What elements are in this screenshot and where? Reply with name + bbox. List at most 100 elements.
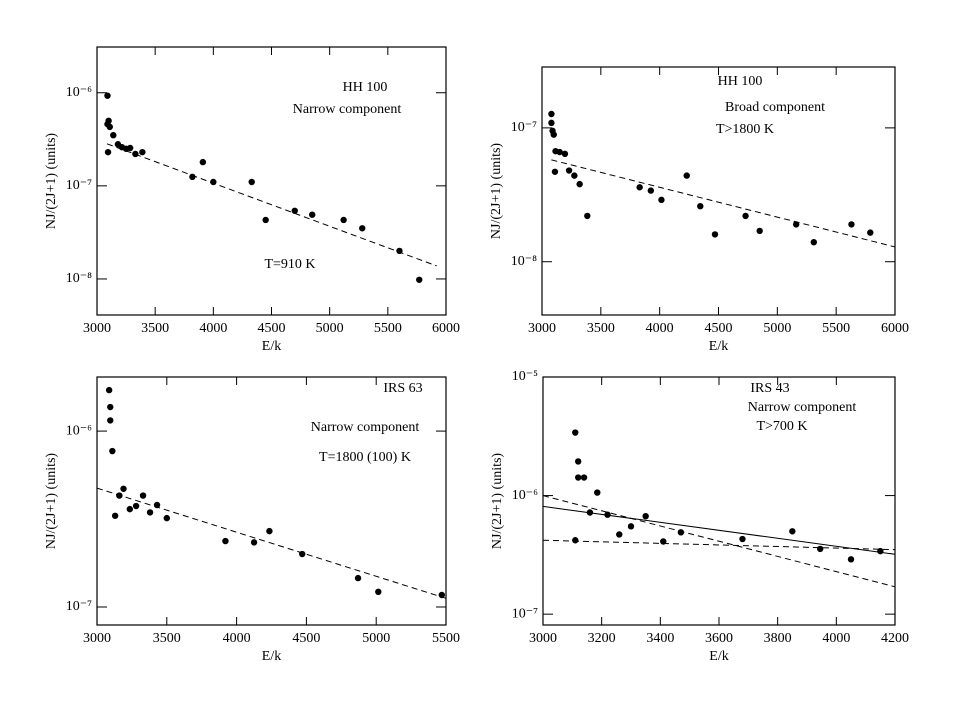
data-point — [438, 591, 446, 599]
data-point — [375, 588, 382, 596]
data-point — [867, 229, 874, 236]
annotation: Narrow component — [293, 102, 402, 117]
data-point — [627, 523, 635, 530]
data-point — [742, 212, 749, 220]
x-axis-label: E/k — [709, 339, 728, 354]
fit-line — [551, 159, 896, 248]
data-point — [250, 539, 258, 546]
x-tick-label: 4500 — [292, 631, 320, 646]
annotation: T=1800 (100) K — [319, 450, 411, 465]
data-point — [604, 511, 611, 518]
data-point — [107, 403, 114, 411]
data-point — [683, 172, 690, 179]
data-point — [132, 502, 140, 510]
y-tick-label: 10⁻⁶ — [66, 85, 92, 100]
data-point — [104, 92, 111, 99]
data-point — [586, 509, 594, 516]
data-point — [189, 173, 196, 181]
data-point — [642, 512, 649, 520]
x-tick-label: 3000 — [529, 631, 557, 646]
x-tick-label: 5000 — [362, 631, 390, 646]
x-axis-label: E/k — [262, 649, 281, 664]
data-point — [210, 178, 217, 186]
data-point — [139, 492, 147, 499]
data-point — [132, 150, 139, 158]
x-tick-label: 6000 — [881, 321, 909, 336]
data-point — [572, 429, 579, 436]
data-point — [126, 505, 134, 513]
data-point — [571, 172, 578, 179]
x-tick-label: 5000 — [316, 321, 344, 336]
y-tick-label: 10⁻⁸ — [511, 254, 537, 269]
y-axis-label: NJ/(2J+1) (units) — [490, 453, 505, 550]
x-tick-label: 3600 — [705, 631, 733, 646]
x-tick-label: 4000 — [199, 321, 227, 336]
data-point — [104, 148, 112, 156]
data-point — [792, 221, 800, 228]
data-point — [107, 417, 114, 424]
x-tick-label: 3000 — [83, 631, 111, 646]
plot-frame — [96, 46, 447, 316]
annotation: T>1800 K — [716, 122, 774, 137]
x-tick-label: 4500 — [705, 321, 733, 336]
data-point — [551, 168, 559, 175]
x-tick-label: 5500 — [432, 631, 460, 646]
data-point — [677, 529, 685, 536]
y-tick-label: 10⁻⁸ — [66, 271, 92, 286]
data-point — [139, 148, 146, 156]
data-point — [584, 212, 591, 220]
y-tick-label: 10⁻⁷ — [66, 599, 92, 614]
x-tick-label: 3500 — [587, 321, 615, 336]
data-point — [548, 119, 555, 127]
data-point — [163, 514, 170, 522]
x-tick-label: 4000 — [822, 631, 850, 646]
x-tick-label: 5000 — [763, 321, 791, 336]
annotation: IRS 43 — [750, 381, 789, 396]
data-point — [756, 227, 763, 235]
data-point — [877, 547, 884, 555]
x-tick-label: 3000 — [528, 321, 556, 336]
x-tick-label: 4000 — [223, 631, 251, 646]
x-tick-label: 3400 — [646, 631, 674, 646]
annotation: Narrow component — [748, 400, 857, 415]
data-point — [789, 528, 796, 535]
plot-frame — [96, 376, 447, 626]
x-tick-label: 6000 — [432, 321, 460, 336]
data-point — [146, 509, 154, 516]
data-point — [153, 501, 161, 509]
data-point — [120, 485, 127, 492]
data-point — [222, 537, 229, 545]
data-point — [309, 211, 316, 218]
data-point — [575, 458, 582, 465]
x-tick-label: 5500 — [822, 321, 850, 336]
data-point — [647, 187, 655, 194]
fit-line — [106, 143, 437, 267]
y-axis-label: NJ/(2J+1) (units) — [44, 133, 59, 230]
data-point — [248, 178, 255, 186]
annotation: T>700 K — [756, 419, 807, 434]
data-point — [291, 207, 298, 214]
data-point — [556, 148, 563, 156]
data-point — [848, 221, 855, 228]
data-point — [126, 144, 134, 152]
data-point — [116, 492, 123, 499]
x-tick-label: 3200 — [588, 631, 616, 646]
x-axis-label: E/k — [709, 649, 728, 664]
data-point — [575, 474, 582, 481]
data-point — [359, 225, 366, 232]
x-tick-label: 4000 — [646, 321, 674, 336]
data-point — [105, 117, 112, 124]
data-point — [594, 489, 601, 496]
annotation: Narrow component — [311, 420, 420, 435]
data-point — [636, 184, 643, 191]
data-point — [416, 276, 423, 283]
data-point — [105, 386, 113, 394]
data-point — [660, 538, 667, 545]
data-point — [550, 131, 557, 138]
panel: 3000 3200 3400 3600 3800 4000 4200 10⁻⁷ 10⁻⁶ 10⁻⁵… — [490, 369, 909, 664]
fit-line — [542, 539, 896, 551]
data-point — [658, 196, 665, 204]
y-tick-label: 10⁻⁷ — [66, 178, 92, 193]
data-point — [110, 131, 117, 139]
